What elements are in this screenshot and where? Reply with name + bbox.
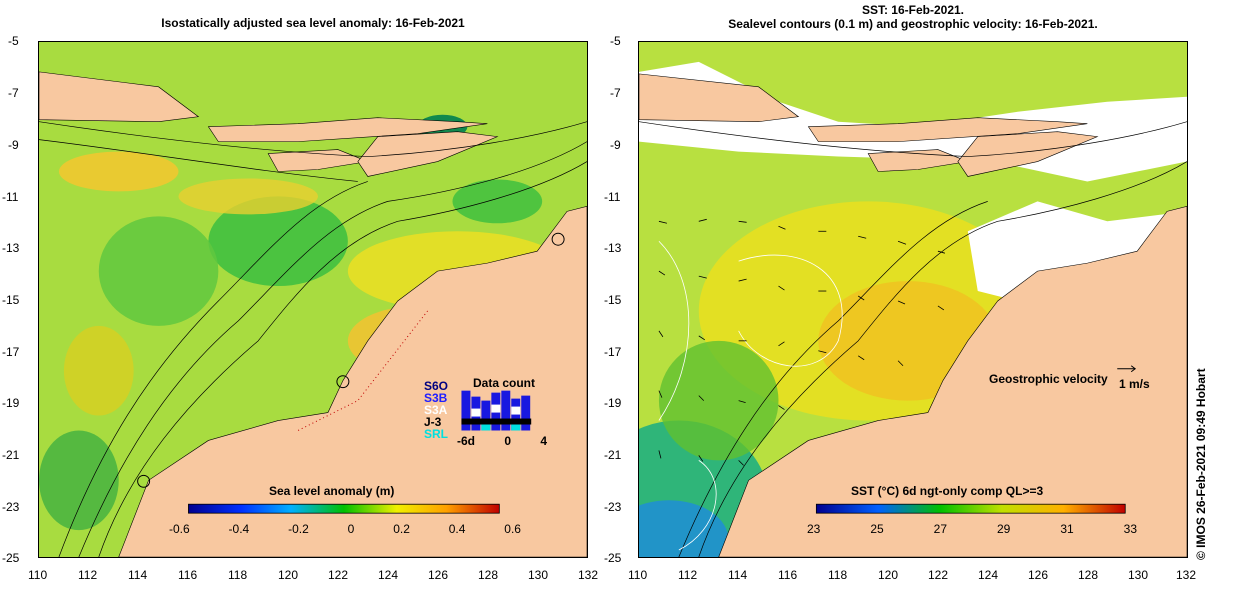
colorbar-label: Sea level anomaly (m) bbox=[269, 484, 395, 498]
sst-colorbar-ticks: 23 25 27 29 31 33 bbox=[807, 522, 1137, 536]
x-tick: 128 bbox=[478, 568, 499, 582]
colorbar-tick: 0.4 bbox=[448, 522, 466, 536]
data-count-xtick: -6d bbox=[457, 434, 475, 448]
imos-credit: © IMOS 26-Feb-2021 09:49 Hobart bbox=[1194, 368, 1208, 560]
data-count-xtick: 4 bbox=[540, 434, 547, 448]
y-tick: -9 bbox=[610, 138, 621, 152]
y-tick: -7 bbox=[8, 86, 19, 100]
y-tick: -25 bbox=[2, 551, 20, 565]
satellite-label: S6O bbox=[424, 379, 449, 393]
x-tick: 124 bbox=[378, 568, 399, 582]
y-tick: -5 bbox=[8, 34, 19, 48]
right-map-title: SST: 16-Feb-2021. Sealevel contours (0.1… bbox=[728, 3, 1098, 31]
colorbar-tick: 0.2 bbox=[393, 522, 410, 536]
x-tick: 122 bbox=[928, 568, 949, 582]
y-tick: -11 bbox=[2, 190, 19, 204]
x-tick: 128 bbox=[1078, 568, 1099, 582]
velocity-legend-label: Geostrophic velocity bbox=[989, 372, 1108, 386]
colorbar-tick: 25 bbox=[870, 522, 884, 536]
colorbar-ticks: -0.6 -0.4 -0.2 0 0.2 0.4 0.6 bbox=[169, 522, 521, 536]
x-tick: 120 bbox=[878, 568, 899, 582]
satellite-legend: S6O S3B S3A J-3 SRL bbox=[424, 380, 448, 440]
y-tick: -15 bbox=[604, 293, 622, 307]
y-tick: -17 bbox=[2, 345, 20, 359]
y-tick: -19 bbox=[2, 396, 20, 410]
y-tick: -21 bbox=[2, 448, 20, 462]
left-map-title: Isostatically adjusted sea level anomaly… bbox=[161, 16, 465, 30]
x-tick: 122 bbox=[328, 568, 349, 582]
satellite-label: S3A bbox=[424, 403, 448, 417]
x-tick: 116 bbox=[778, 568, 798, 582]
y-tick: -7 bbox=[610, 86, 621, 100]
y-tick: -23 bbox=[2, 500, 20, 514]
x-tick: 110 bbox=[628, 568, 648, 582]
y-tick: -5 bbox=[610, 34, 621, 48]
y-tick: -25 bbox=[604, 551, 622, 565]
x-tick: 116 bbox=[178, 568, 198, 582]
x-tick: 130 bbox=[1128, 568, 1149, 582]
satellite-label: S3B bbox=[424, 391, 448, 405]
sst-colorbar-label: SST (°C) 6d ngt-only comp QL>=3 bbox=[851, 484, 1044, 498]
velocity-scale-label: 1 m/s bbox=[1119, 377, 1150, 391]
y-tick: -13 bbox=[2, 241, 20, 255]
x-tick: 112 bbox=[678, 568, 698, 582]
colorbar-tick: 23 bbox=[807, 522, 821, 536]
x-tick: 112 bbox=[78, 568, 98, 582]
x-tick: 114 bbox=[728, 568, 748, 582]
x-tick: 114 bbox=[128, 568, 148, 582]
sst-map: SST (°C) 6d ngt-only comp QL>=3 23 25 27… bbox=[638, 41, 1188, 558]
data-count-title: Data count bbox=[473, 376, 536, 390]
colorbar-tick: 0 bbox=[347, 522, 355, 536]
satellite-label: SRL bbox=[424, 427, 448, 441]
y-tick: -15 bbox=[2, 293, 20, 307]
data-count-xtick: 0 bbox=[504, 434, 511, 448]
y-tick: -11 bbox=[604, 190, 621, 204]
x-tick: 126 bbox=[1028, 568, 1049, 582]
colorbar-tick: -0.6 bbox=[169, 522, 190, 536]
x-tick: 132 bbox=[1176, 568, 1197, 582]
colorbar-tick: 29 bbox=[996, 522, 1011, 536]
sea-level-anomaly-map: Sea level anomaly (m) -0.6 -0.4 -0.2 0 0… bbox=[38, 41, 588, 558]
y-tick: -21 bbox=[604, 448, 622, 462]
y-tick: -19 bbox=[604, 396, 622, 410]
colorbar-tick: 33 bbox=[1123, 522, 1137, 536]
x-tick: 132 bbox=[578, 568, 599, 582]
colorbar-tick: 27 bbox=[933, 522, 948, 536]
y-tick: -23 bbox=[604, 500, 622, 514]
y-tick: -9 bbox=[8, 138, 19, 152]
x-tick: 124 bbox=[978, 568, 999, 582]
colorbar-tick: -0.4 bbox=[228, 522, 250, 536]
y-tick: -13 bbox=[604, 241, 622, 255]
x-tick: 118 bbox=[828, 568, 848, 582]
colorbar-tick: 0.6 bbox=[504, 522, 521, 536]
x-tick: 126 bbox=[428, 568, 449, 582]
colorbar-tick: 31 bbox=[1060, 522, 1074, 536]
satellite-label: J-3 bbox=[424, 415, 442, 429]
data-count-xticks: -6d 0 4 bbox=[457, 434, 547, 448]
x-tick: 110 bbox=[28, 568, 48, 582]
colorbar-tick: -0.2 bbox=[288, 522, 309, 536]
x-tick: 130 bbox=[528, 568, 549, 582]
x-tick: 118 bbox=[228, 568, 248, 582]
x-tick: 120 bbox=[278, 568, 299, 582]
y-tick: -17 bbox=[604, 345, 622, 359]
